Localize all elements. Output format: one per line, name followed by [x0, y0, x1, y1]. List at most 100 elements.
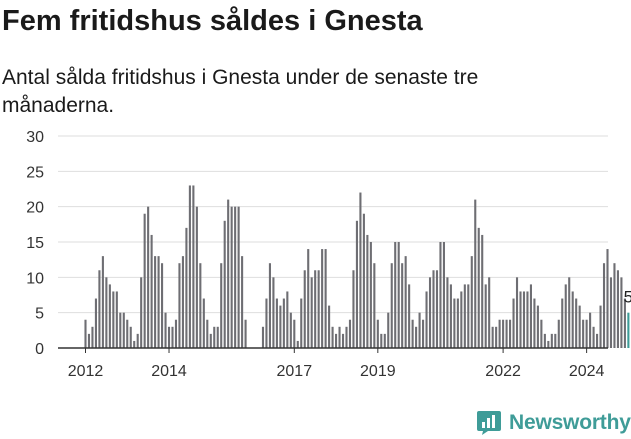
bar	[547, 340, 550, 348]
bar	[390, 263, 393, 348]
bar	[174, 319, 178, 348]
x-tick-label: 2019	[360, 363, 396, 380]
bar	[467, 284, 470, 348]
bar	[98, 270, 101, 348]
bar	[352, 270, 355, 348]
x-tick-label: 2024	[569, 363, 605, 380]
bar	[147, 206, 150, 348]
bar	[108, 284, 111, 348]
bar	[380, 333, 383, 348]
bar	[369, 242, 372, 348]
bar	[216, 326, 219, 348]
bar	[133, 340, 136, 348]
bar	[571, 291, 574, 348]
bar	[202, 298, 205, 348]
bar	[185, 227, 188, 348]
bar	[449, 284, 452, 348]
y-tick-label: 0	[35, 341, 44, 358]
bar	[439, 242, 442, 348]
bar	[279, 305, 282, 348]
highlight-value-label: 5	[624, 288, 631, 307]
newsworthy-brand: Newsworthy	[476, 407, 631, 439]
bar	[167, 326, 171, 348]
bar	[533, 298, 536, 348]
bar	[275, 298, 278, 348]
bar	[575, 298, 578, 348]
bar	[324, 249, 327, 348]
bar	[321, 249, 324, 348]
bar	[606, 249, 609, 348]
bar	[498, 319, 501, 348]
x-tick-label: 2014	[151, 363, 187, 380]
bar	[609, 277, 613, 348]
y-tick-label: 30	[26, 129, 44, 146]
bar	[328, 305, 331, 348]
bar	[373, 263, 376, 348]
bar	[129, 326, 132, 348]
bar	[136, 333, 139, 348]
bar	[206, 319, 209, 348]
y-tick-label: 20	[26, 200, 44, 217]
bar	[515, 277, 519, 348]
bar	[335, 333, 338, 348]
bar	[143, 213, 146, 348]
bar	[481, 234, 484, 348]
bar	[164, 312, 167, 348]
bar	[401, 263, 404, 348]
bar	[161, 263, 164, 348]
bar	[376, 319, 379, 348]
bar	[265, 298, 268, 348]
bar	[286, 291, 289, 348]
bar	[536, 305, 539, 348]
bar	[157, 256, 160, 348]
bar	[296, 340, 299, 348]
bar	[422, 319, 425, 348]
bar	[383, 333, 386, 348]
bar	[282, 298, 285, 348]
bar	[261, 326, 265, 348]
bar	[509, 319, 512, 348]
bar	[227, 199, 230, 348]
bar	[331, 326, 334, 348]
bar	[585, 319, 588, 348]
x-tick-label: 2017	[277, 363, 313, 380]
bar	[192, 185, 195, 348]
bar	[543, 333, 546, 348]
bar	[317, 270, 320, 348]
bar	[526, 291, 529, 348]
bar	[195, 206, 198, 348]
bar	[589, 312, 592, 348]
bar	[488, 277, 491, 348]
x-tick-label: 2022	[485, 363, 521, 380]
bar	[505, 319, 508, 348]
bar	[456, 298, 459, 348]
bar	[554, 333, 557, 348]
bar	[345, 326, 348, 348]
bar	[91, 326, 94, 348]
bar	[425, 291, 428, 348]
bar	[529, 284, 532, 348]
bar	[522, 291, 526, 348]
bar	[366, 234, 369, 348]
bar	[502, 319, 505, 348]
bar	[397, 242, 400, 348]
bar	[348, 319, 352, 348]
bar	[428, 277, 432, 348]
bar	[272, 277, 275, 348]
bar	[540, 319, 543, 348]
bar	[234, 206, 237, 348]
bar	[220, 263, 223, 348]
chart-title: Fem fritidshus såldes i Gnesta	[2, 5, 423, 37]
bar	[209, 333, 212, 348]
chart-subtitle: Antal sålda fritidshus i Gnesta under de…	[2, 66, 479, 117]
bar	[126, 319, 129, 348]
bar	[435, 270, 439, 348]
bar	[557, 319, 560, 348]
bar	[213, 326, 216, 348]
bar	[241, 256, 244, 348]
bar	[362, 213, 365, 348]
bar	[178, 263, 181, 348]
bar	[307, 249, 310, 348]
bar	[550, 333, 553, 348]
bar	[387, 312, 390, 348]
